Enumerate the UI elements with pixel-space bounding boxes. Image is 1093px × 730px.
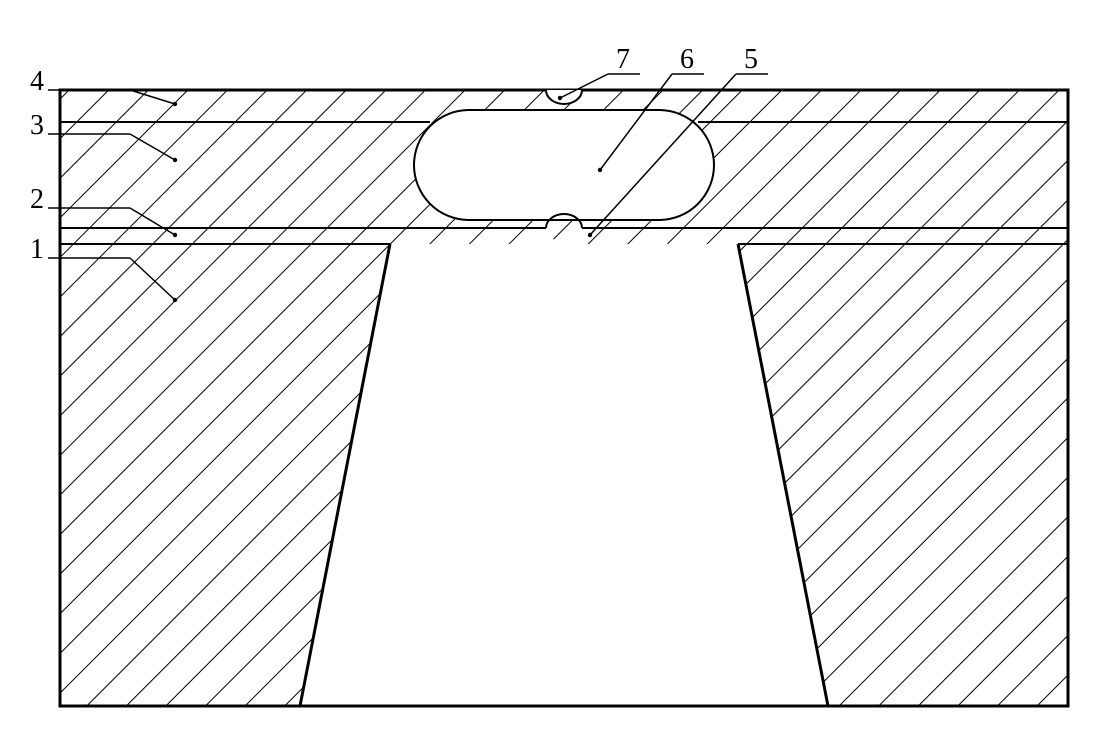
diagram-svg xyxy=(0,0,1093,730)
label-1: 1 xyxy=(30,234,44,266)
label-2: 2 xyxy=(30,184,44,216)
label-5: 5 xyxy=(744,44,758,76)
label-7: 7 xyxy=(616,44,630,76)
cavity-6 xyxy=(414,110,714,220)
label-6: 6 xyxy=(680,44,694,76)
label-3: 3 xyxy=(30,110,44,142)
cross-section-diagram: 4 3 2 1 7 6 5 xyxy=(0,0,1093,730)
label-4: 4 xyxy=(30,66,44,98)
